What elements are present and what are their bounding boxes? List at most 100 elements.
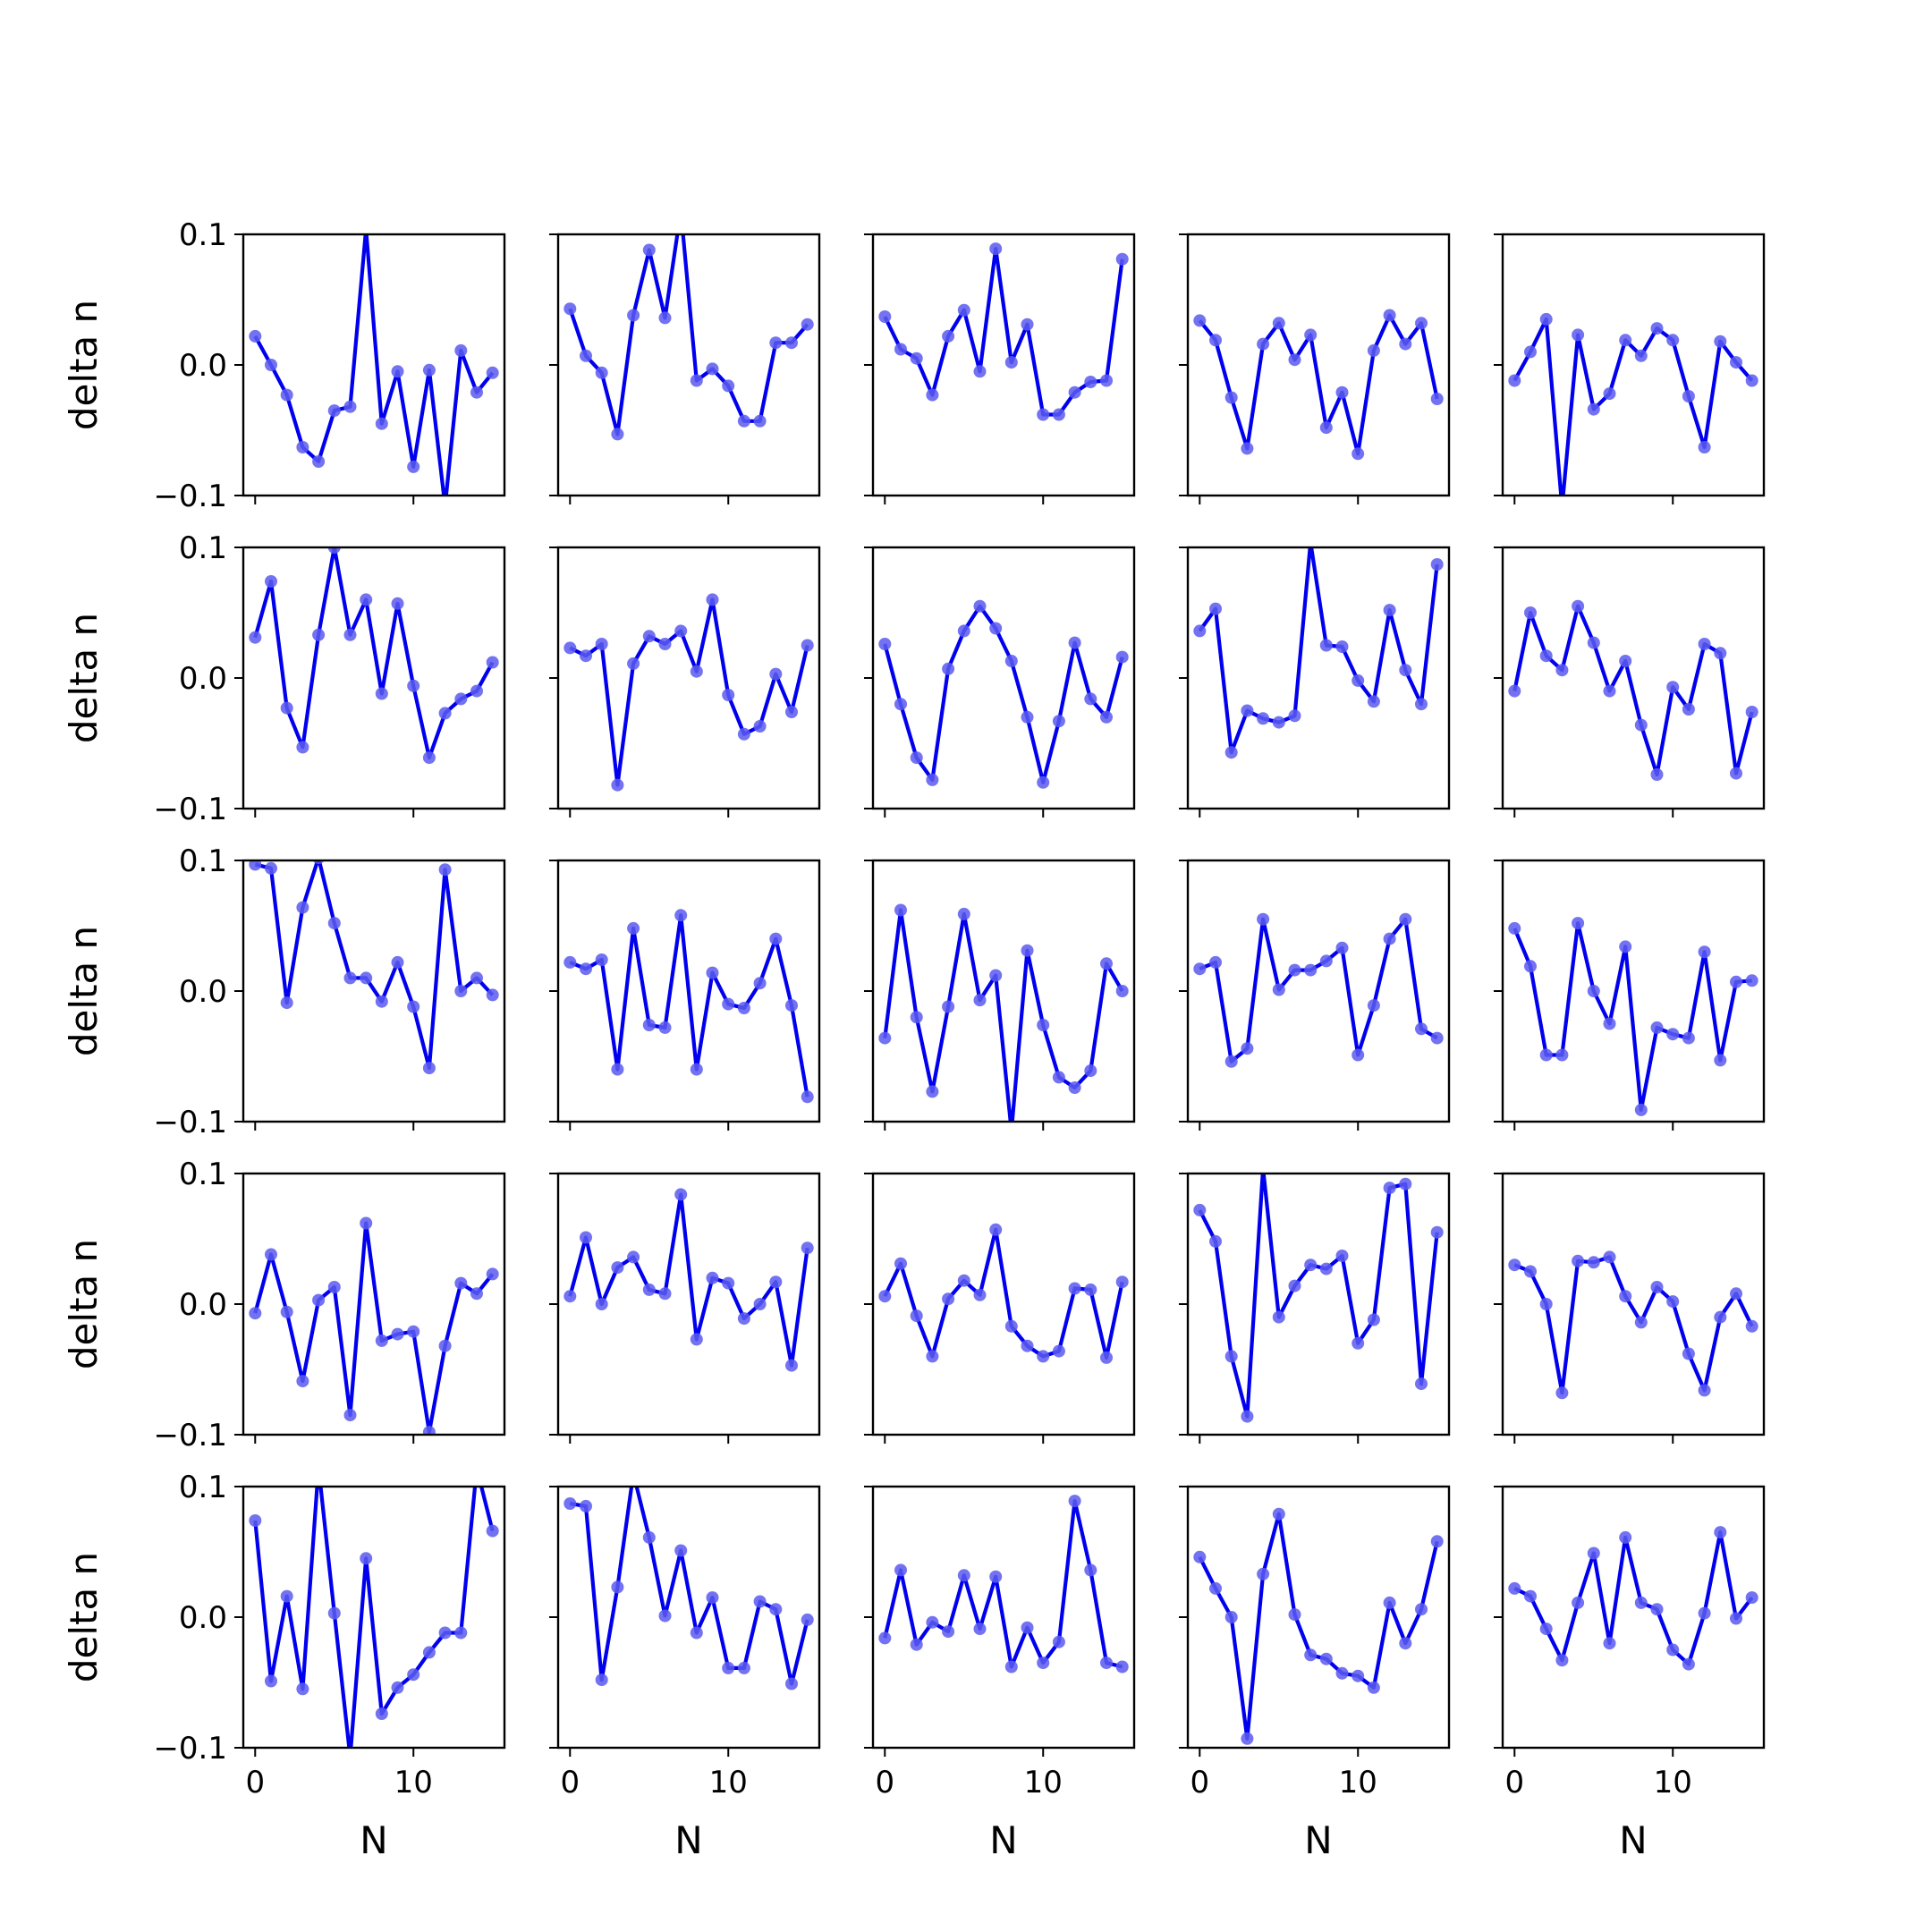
data-point [1539,1623,1553,1636]
data-point [1698,638,1711,650]
data-point [595,366,608,379]
data-point [753,414,767,428]
data-point [1084,692,1097,706]
series-line [1198,1512,1439,1741]
data-point [375,1707,388,1720]
data-point [973,365,987,378]
data-point [1352,447,1365,461]
data-point [1100,710,1113,724]
data-point [642,1019,656,1031]
data-point [1650,1281,1664,1293]
data-point [391,597,404,610]
y-tick-label: 0.1 [179,1470,227,1505]
data-point [690,1333,703,1346]
x-tick-label: 0 [875,1765,894,1801]
x-tick-label: 0 [560,1765,580,1801]
data-point [642,243,656,257]
data-point [942,662,955,675]
data-point [627,921,640,935]
data-point [407,1668,420,1682]
subplot-r4-c4 [1179,1172,1451,1444]
data-point [690,1626,703,1640]
data-point [470,1287,483,1301]
data-point [595,638,608,650]
data-point [265,1674,277,1688]
data-point [1572,1596,1585,1609]
data-point [1682,1347,1695,1360]
y-axis-label: delta n [62,926,106,1056]
subplot-r5-c4: 0 10N [1179,1485,1451,1862]
data-point [1619,1290,1632,1303]
data-point [312,1293,326,1307]
subplot-r5-c5: 0 10N [1494,1485,1766,1862]
data-point [486,656,499,669]
data-point [1193,624,1207,638]
y-tick-label: 0.0 [179,348,227,384]
data-point [1650,768,1664,781]
data-point [1335,640,1349,653]
data-point [1084,1563,1097,1577]
data-point [1698,1384,1711,1397]
series-line [883,1227,1124,1360]
data-point [1524,960,1537,973]
data-point [343,1409,357,1422]
data-point [1745,374,1758,387]
data-point [1619,1530,1632,1544]
data-point [1272,716,1285,729]
data-point [1603,1017,1616,1030]
data-point [1730,1612,1742,1625]
data-point [801,1241,814,1255]
x-tick-label: 10 [709,1765,748,1801]
data-point [1257,712,1270,725]
data-point [642,630,656,643]
data-point [957,1569,970,1582]
data-point [1508,374,1521,387]
data-point [1209,334,1222,347]
subplot-r1-c2 [549,233,821,504]
data-point [407,460,420,473]
series-line [1198,313,1439,456]
data-point [926,773,939,786]
data-point [989,1223,1003,1236]
data-point [1587,1256,1600,1269]
y-tick-label: 0.0 [179,1287,227,1323]
data-point [1288,1608,1301,1622]
y-tick-label: 0.0 [179,661,227,697]
data-point [942,1292,955,1306]
data-point [1100,1351,1113,1364]
data-point [1415,1603,1428,1616]
data-point [1539,312,1553,326]
y-axis-label: delta n [62,300,106,430]
data-point [249,329,262,343]
subplot-r1-c3 [864,233,1136,504]
data-point [722,997,735,1011]
data-point [658,1609,672,1623]
data-point [658,311,672,325]
data-point [1224,1611,1238,1623]
data-point [1193,962,1207,976]
series-line [568,1192,809,1368]
data-point [1730,356,1742,369]
data-point [926,1085,939,1098]
data-point [611,1580,624,1594]
data-point [1555,664,1569,677]
data-point [1068,1282,1081,1295]
data-point [1634,718,1648,732]
x-tick-label: 0 [245,1765,265,1801]
data-point [878,1290,892,1303]
data-point [1241,1410,1254,1423]
data-point [611,1063,624,1076]
data-point [407,1000,420,1013]
data-point [1352,674,1365,687]
data-point [438,1626,452,1640]
y-tick-label: −0.1 [153,1105,227,1140]
x-tick-label: 10 [394,1765,433,1801]
data-point [753,977,767,990]
data-point [1319,1262,1333,1275]
data-point [1367,343,1380,357]
data-point [910,1011,923,1024]
data-point [1288,963,1301,977]
data-point [1619,334,1632,347]
data-point [1304,963,1318,977]
data-point [1367,1313,1380,1326]
